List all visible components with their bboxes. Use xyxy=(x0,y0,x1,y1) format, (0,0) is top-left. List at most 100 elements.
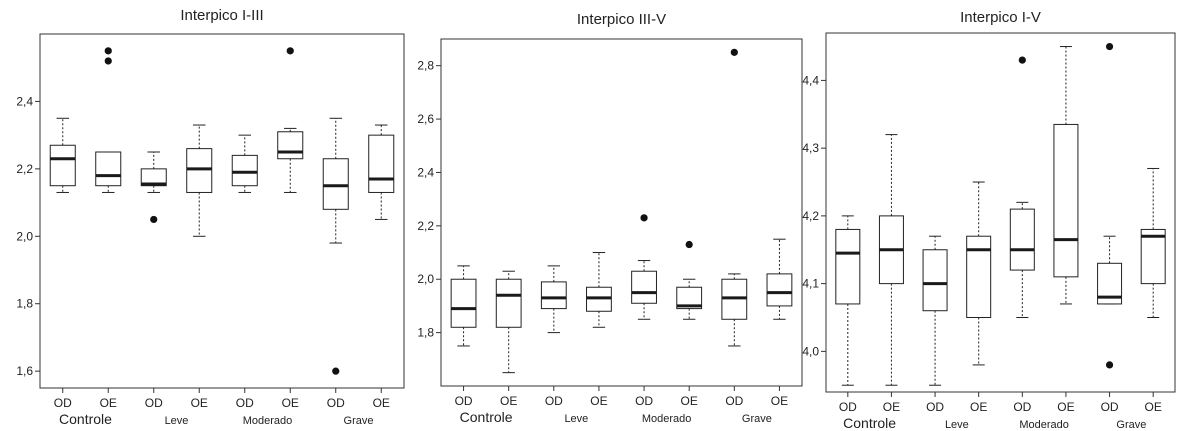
box-6 xyxy=(277,47,304,193)
group-label: Moderado xyxy=(243,415,293,427)
chart-title: Interpico I-V xyxy=(960,9,1041,26)
chart-panel-3: Interpico I-V 4,0 4,1 4,2 4,3 4,4 OD OE OD OE OD OE… xyxy=(802,9,1176,431)
box-iqr xyxy=(835,228,861,305)
x-tick-label: OE xyxy=(771,394,788,408)
y-tick-label: 4,3 xyxy=(802,141,819,155)
box-3 xyxy=(540,265,567,334)
outlier-point xyxy=(730,48,738,56)
x-tick-label: OD xyxy=(839,400,857,414)
box-1 xyxy=(835,215,861,386)
y-tick-label: 4,2 xyxy=(802,209,819,223)
x-tick-label: OD xyxy=(1013,400,1031,414)
outlier-point xyxy=(685,240,693,249)
group-label: Leve xyxy=(564,413,588,425)
box-iqr xyxy=(966,235,992,318)
plot-frame xyxy=(39,33,405,389)
box-iqr xyxy=(277,131,304,160)
box-7 xyxy=(1097,42,1123,369)
y-tick-label: 2,2 xyxy=(417,219,434,233)
outlier-point xyxy=(1105,361,1114,369)
group-label: Controle xyxy=(843,415,896,431)
x-tick-label: OD xyxy=(327,396,345,410)
outlier-point xyxy=(104,57,112,65)
box-8 xyxy=(766,238,793,320)
box-iqr xyxy=(1053,123,1079,278)
y-tick-label: 2,4 xyxy=(417,165,434,179)
box-8 xyxy=(1140,167,1166,318)
box-4 xyxy=(186,124,213,237)
box-1 xyxy=(450,265,477,347)
box-8 xyxy=(368,124,395,220)
x-tick-label: OE xyxy=(191,396,208,410)
box-iqr xyxy=(766,273,793,307)
box-2 xyxy=(878,134,904,386)
box-4 xyxy=(586,252,612,328)
chart-panel-2: Interpico III-V 1,8 2,0 2,2 2,4 2,6 2,8 OD OE OD O… xyxy=(417,11,803,425)
y-tick-label: 2,4 xyxy=(16,94,33,108)
box-iqr xyxy=(922,249,948,312)
box-iqr xyxy=(322,158,349,210)
box-4 xyxy=(966,181,992,366)
x-tick-label: OE xyxy=(883,400,900,414)
box-iqr xyxy=(495,278,522,328)
chart-title: Interpico I-III xyxy=(180,7,263,24)
x-tick-label: OE xyxy=(282,396,299,410)
box-iqr xyxy=(140,168,167,187)
outlier-point xyxy=(1105,42,1114,51)
box-7 xyxy=(322,117,349,375)
group-label: Controle xyxy=(460,409,513,425)
x-tick-label: OE xyxy=(970,400,987,414)
group-label: Grave xyxy=(1116,419,1146,431)
group-label: Controle xyxy=(59,411,112,427)
outlier-point xyxy=(1018,56,1026,64)
y-tick-label: 1,6 xyxy=(16,364,33,378)
box-iqr xyxy=(450,278,477,328)
y-tick-label: 2,0 xyxy=(16,229,33,243)
outlier-point xyxy=(640,214,648,222)
outlier-point xyxy=(104,47,112,55)
plot-frame xyxy=(825,32,1176,393)
y-tick-label: 2,0 xyxy=(417,272,434,286)
x-tick-label: OE xyxy=(100,396,117,410)
y-tick-label: 2,2 xyxy=(16,162,33,176)
x-tick-label: OD xyxy=(725,394,743,408)
y-tick-label: 2,6 xyxy=(417,112,434,126)
box-2 xyxy=(495,270,522,374)
box-7 xyxy=(721,48,748,347)
y-tick-label: 1,8 xyxy=(417,326,434,340)
outlier-point xyxy=(286,47,294,55)
x-tick-label: OD xyxy=(1101,400,1119,414)
group-label: Leve xyxy=(945,419,969,431)
x-tick-label: OE xyxy=(373,396,390,410)
y-tick-label: 2,8 xyxy=(417,59,434,73)
x-tick-label: OD xyxy=(455,394,473,408)
box-2 xyxy=(95,47,122,193)
group-label: Grave xyxy=(742,413,772,425)
group-label: Grave xyxy=(344,415,374,427)
group-label: Moderado xyxy=(1019,419,1069,431)
outlier-point xyxy=(150,215,158,224)
y-tick-label: 4,0 xyxy=(802,344,819,358)
box-iqr xyxy=(676,286,703,310)
box-iqr xyxy=(186,148,213,193)
box-5 xyxy=(631,214,657,320)
chart-title: Interpico III-V xyxy=(577,11,666,28)
box-iqr xyxy=(231,154,258,187)
x-tick-label: OE xyxy=(1057,400,1074,414)
box-3 xyxy=(922,235,948,386)
box-iqr xyxy=(1097,262,1123,305)
x-tick-label: OD xyxy=(926,400,944,414)
box-1 xyxy=(49,117,76,193)
box-iqr xyxy=(368,134,395,193)
chart-panel-1: Interpico I-III 1,6 1,8 2,0 2,2 2,4 OD OE OD OE OD… xyxy=(16,7,405,427)
x-tick-label: OD xyxy=(545,394,563,408)
y-tick-label: 1,8 xyxy=(16,297,33,311)
x-tick-label: OE xyxy=(590,394,607,408)
x-tick-label: OD xyxy=(635,394,653,408)
y-tick-label: 4,1 xyxy=(802,277,819,291)
y-tick-label: 4,4 xyxy=(802,73,819,87)
box-iqr xyxy=(1009,208,1035,271)
outlier-point xyxy=(332,367,340,375)
box-5 xyxy=(1009,56,1035,318)
